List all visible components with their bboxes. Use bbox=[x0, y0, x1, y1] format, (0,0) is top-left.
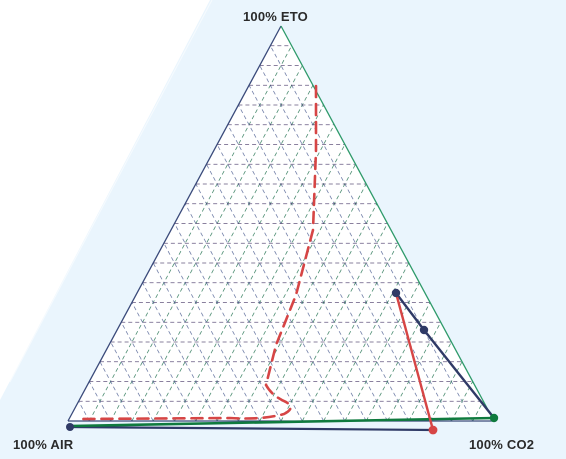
point-mid-navy bbox=[419, 325, 429, 335]
grid-line-diagonal-right bbox=[110, 341, 154, 422]
point-upper-navy bbox=[391, 288, 401, 298]
grid-line-diagonal-right bbox=[152, 262, 239, 422]
flammability-envelope-dashed bbox=[78, 84, 318, 421]
grid-line-diagonal-right bbox=[227, 124, 388, 422]
edge-air-eto bbox=[67, 25, 282, 422]
point-co2-green bbox=[489, 413, 499, 423]
data-points bbox=[66, 288, 499, 435]
grid-line-diagonal-left bbox=[131, 85, 314, 422]
grid-line-diagonal-right bbox=[131, 302, 197, 422]
grid-line-diagonal-right bbox=[238, 104, 410, 422]
grid-line-diagonal-right bbox=[248, 85, 431, 422]
grid-line-diagonal-left bbox=[344, 282, 420, 422]
grid-line-diagonal-right bbox=[174, 223, 282, 422]
grid-line-diagonal-right bbox=[99, 361, 133, 422]
grid-line-diagonal-right bbox=[88, 381, 111, 422]
green-line-air-to-co2 bbox=[69, 416, 495, 428]
vertex-label-co2: 100% CO2 bbox=[469, 437, 535, 452]
grid-line-diagonal-left bbox=[259, 203, 378, 422]
red-line-to-bottom bbox=[394, 292, 435, 431]
grid-line-diagonal-right bbox=[163, 243, 261, 422]
grid-line-diagonal-left bbox=[301, 243, 399, 422]
point-bottom-red bbox=[428, 425, 438, 435]
grid-line-diagonal-right bbox=[142, 282, 218, 422]
vertex-label-eto: 100% ETO bbox=[243, 9, 308, 24]
grid-line-diagonal-right bbox=[120, 322, 175, 422]
grid-line-diagonal-left bbox=[280, 223, 388, 422]
vertex-label-air: 100% AIR bbox=[13, 437, 74, 452]
grid-line-diagonal-right bbox=[184, 203, 303, 422]
point-air-vertex bbox=[66, 423, 74, 431]
grid-line-diagonal-left bbox=[174, 124, 335, 422]
navy-line-air-to-point bbox=[69, 425, 434, 432]
ternary-grid bbox=[78, 45, 484, 422]
grid-line-diagonal-left bbox=[88, 45, 293, 422]
grid-line-diagonal-left bbox=[408, 341, 452, 422]
grid-line-diagonal-right bbox=[269, 45, 474, 422]
grid-line-diagonal-left bbox=[152, 104, 324, 422]
